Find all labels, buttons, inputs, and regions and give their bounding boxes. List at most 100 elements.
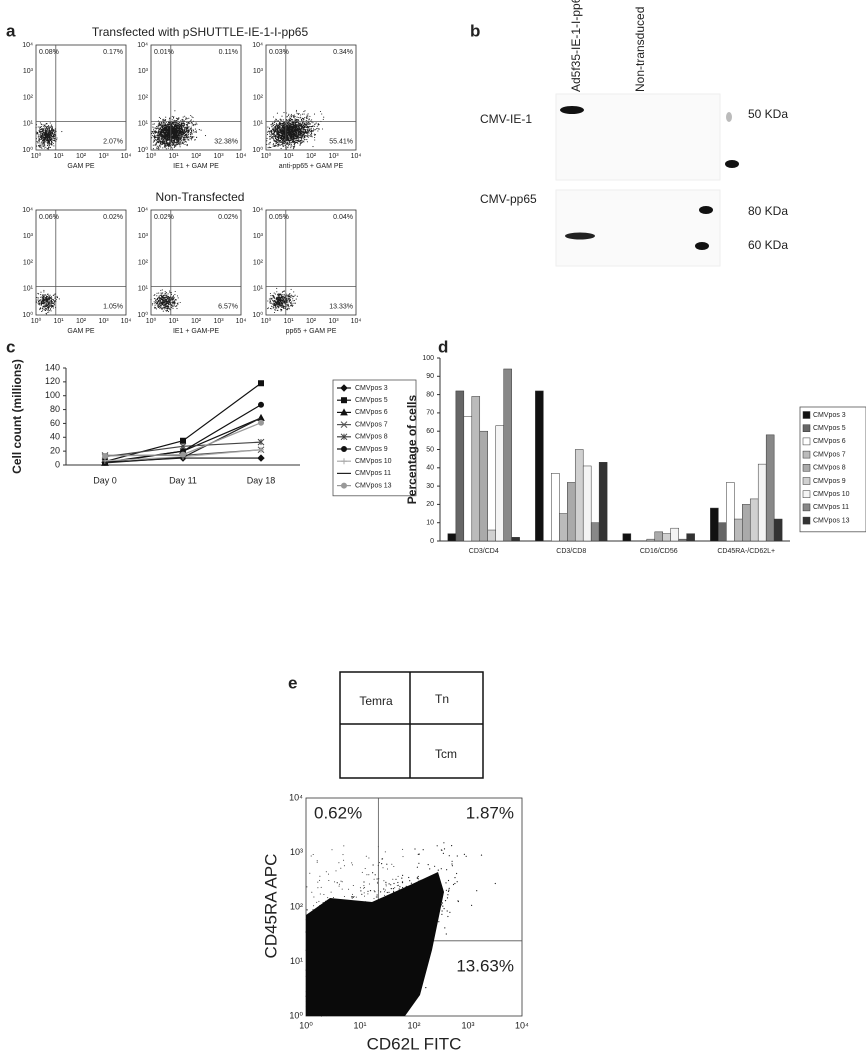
- event: [39, 122, 41, 124]
- event: [288, 145, 290, 147]
- event: [50, 142, 52, 144]
- event: [164, 124, 167, 127]
- event: [305, 130, 307, 132]
- event: [152, 132, 155, 134]
- event: [41, 123, 43, 125]
- event: [190, 126, 192, 128]
- event: [303, 139, 305, 141]
- event: [162, 296, 164, 298]
- event: [38, 301, 40, 303]
- event: [183, 132, 185, 134]
- event: [45, 130, 48, 132]
- event: [278, 124, 280, 126]
- event: [48, 142, 50, 144]
- y-tick-label: 10¹: [253, 286, 264, 293]
- event: [48, 311, 50, 313]
- event: [296, 130, 299, 132]
- event: [50, 298, 52, 300]
- event: [46, 138, 48, 140]
- event: [293, 123, 295, 125]
- event: [294, 135, 296, 137]
- event: [161, 134, 164, 137]
- event: [289, 116, 291, 118]
- event: [51, 141, 53, 143]
- event: [46, 295, 48, 297]
- event: [35, 300, 37, 302]
- event: [310, 126, 312, 128]
- event: [172, 307, 174, 309]
- event: [181, 136, 183, 138]
- event: [290, 116, 293, 118]
- event: [192, 131, 194, 133]
- event: [54, 293, 56, 295]
- event: [46, 134, 48, 136]
- event: [161, 295, 163, 297]
- quadrant-percent: 6.57%: [218, 303, 238, 310]
- event: [156, 292, 158, 294]
- event: [168, 130, 170, 132]
- event: [152, 144, 154, 146]
- event: [43, 137, 45, 139]
- event: [35, 127, 37, 129]
- event: [268, 143, 270, 145]
- x-tick-label: 10²: [306, 153, 317, 160]
- event: [187, 127, 189, 129]
- event: [279, 139, 281, 142]
- x-tick-label: 10³: [98, 318, 109, 325]
- event: [162, 307, 164, 309]
- event: [156, 126, 158, 128]
- event: [279, 134, 281, 136]
- event: [154, 144, 156, 146]
- event: [161, 299, 163, 301]
- event: [47, 133, 49, 135]
- event: [276, 120, 278, 122]
- event: [165, 131, 168, 133]
- event: [168, 302, 170, 305]
- event: [300, 132, 302, 134]
- panel-label: e: [288, 673, 297, 692]
- event: [47, 146, 49, 148]
- event: [156, 295, 158, 297]
- event: [288, 136, 290, 138]
- event: [173, 298, 175, 300]
- event: [157, 302, 159, 304]
- event: [156, 299, 158, 301]
- event: [46, 136, 48, 138]
- event: [164, 294, 166, 296]
- event: [171, 126, 173, 128]
- event: [190, 132, 192, 134]
- event: [49, 300, 51, 302]
- event: [296, 124, 298, 126]
- event: [174, 131, 176, 133]
- event: [158, 298, 160, 300]
- event: [301, 113, 303, 115]
- event: [56, 297, 59, 299]
- event: [153, 137, 156, 139]
- scheme-label: Tn: [435, 692, 449, 706]
- event: [158, 116, 160, 118]
- event: [159, 123, 161, 125]
- event: [280, 137, 283, 139]
- event: [36, 133, 38, 135]
- event: [158, 145, 160, 147]
- event: [42, 302, 45, 304]
- event: [49, 139, 51, 141]
- event: [171, 136, 173, 138]
- event: [162, 294, 165, 296]
- event: [152, 302, 154, 305]
- event: [177, 138, 179, 140]
- event: [307, 113, 309, 115]
- x-tick-label: 10³: [213, 153, 224, 160]
- event: [153, 294, 155, 297]
- event: [292, 145, 295, 148]
- event: [276, 122, 278, 124]
- event: [307, 134, 309, 136]
- y-tick-label: 10³: [253, 68, 264, 75]
- event: [175, 131, 177, 133]
- event: [291, 136, 294, 138]
- event: [185, 117, 187, 119]
- event: [295, 132, 297, 134]
- event: [41, 296, 43, 298]
- event: [48, 124, 50, 127]
- event: [275, 126, 277, 128]
